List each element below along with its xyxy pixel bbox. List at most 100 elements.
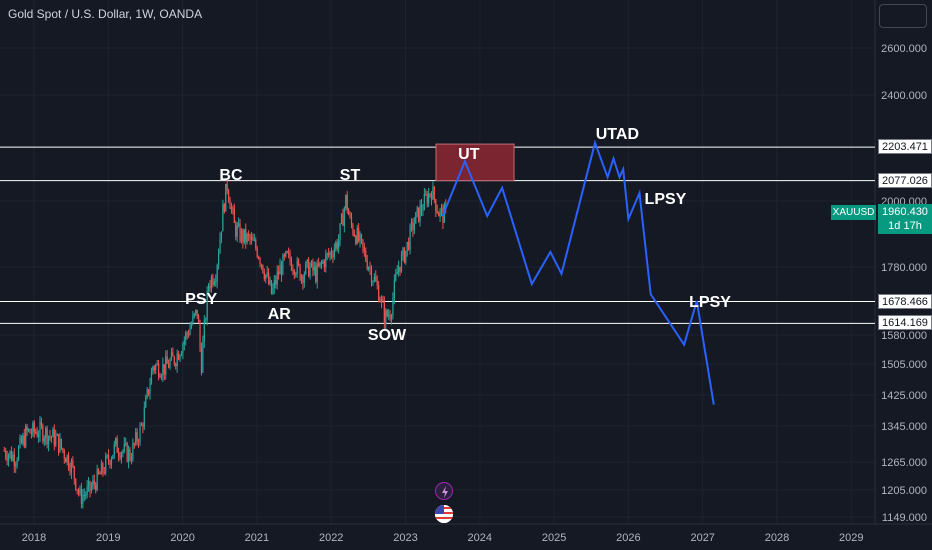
candle-body (82, 495, 84, 504)
candle-body (23, 435, 25, 447)
candle-body (156, 363, 158, 366)
chart-title: Gold Spot / U.S. Dollar, 1W, OANDA (8, 7, 203, 21)
us-flag-icon[interactable] (435, 505, 453, 523)
candle-body (265, 274, 267, 279)
candle-body (435, 199, 437, 212)
candle-body (75, 478, 77, 490)
x-tick-label: 2024 (468, 532, 492, 544)
candle-body (376, 281, 378, 286)
candle-body (129, 449, 131, 460)
lightning-icon[interactable] (435, 482, 453, 500)
candle-body (345, 195, 347, 209)
candle-body (125, 443, 127, 445)
candle-body (342, 214, 344, 226)
candle-body (419, 204, 421, 222)
candle-body (230, 207, 233, 209)
candle-body (348, 209, 350, 215)
candle-body (313, 266, 315, 271)
candle-body (380, 298, 383, 302)
candle-body (239, 223, 241, 242)
candle-body (258, 256, 260, 259)
candle-body (106, 455, 108, 457)
projection-path (441, 139, 715, 405)
candle-body (338, 240, 340, 249)
x-tick-label: 2018 (22, 532, 46, 544)
candle-body (236, 225, 238, 237)
candle-body (308, 259, 310, 277)
candle-body (389, 314, 391, 319)
y-tick-label: 1265.000 (881, 457, 927, 469)
candle-body (119, 455, 121, 459)
candle-body (157, 363, 160, 378)
bar-countdown: 1d 17h (888, 219, 922, 232)
candle-body (27, 429, 30, 431)
candle-body (50, 436, 53, 438)
candle-body (235, 222, 237, 237)
candle-body (208, 285, 210, 291)
candle-body (340, 214, 343, 224)
candle-body (282, 254, 284, 275)
x-tick-label: 2027 (690, 532, 714, 544)
candle-body (107, 455, 110, 461)
candle-body (117, 452, 120, 456)
candle-body (269, 280, 271, 285)
candle-body (166, 356, 168, 364)
candle-body (79, 488, 81, 493)
wyckoff-label: LPSY (644, 191, 687, 208)
candle-body (298, 260, 300, 265)
candle-body (256, 248, 258, 257)
x-tick-label: 2028 (765, 532, 789, 544)
price-axis-settings-button[interactable] (879, 4, 927, 28)
candle-body (127, 449, 130, 462)
candle-body (142, 424, 144, 427)
candle-body (130, 459, 133, 461)
candle-body (205, 319, 207, 321)
candle-body (89, 481, 91, 491)
candle-body (126, 443, 128, 462)
candle-body (226, 183, 228, 191)
candle-body (20, 437, 23, 444)
candle-body (393, 280, 395, 299)
candle-body (280, 264, 283, 275)
price-line-label: 2077.026 (878, 172, 932, 188)
candle-body (175, 364, 177, 367)
candle-body (39, 421, 41, 436)
candle-body (169, 359, 171, 368)
candle-body (139, 425, 141, 443)
candle-body (22, 435, 24, 444)
candle-body (249, 235, 251, 240)
candle-body (115, 438, 117, 444)
candle-body (180, 353, 183, 356)
candle-body (69, 467, 71, 473)
candle-body (170, 352, 173, 360)
wyckoff-label: LPSY (689, 294, 731, 312)
candle-body (25, 426, 27, 447)
candle-body (362, 239, 364, 248)
y-tick-label: 1425.000 (881, 390, 927, 402)
candle-body (110, 459, 113, 466)
candle-body (329, 252, 331, 256)
candle-body (365, 250, 367, 261)
candle-body (213, 282, 215, 285)
candle-body (266, 272, 268, 275)
candle-body (260, 264, 263, 266)
candle-body (193, 313, 195, 316)
y-tick-label: 1205.000 (881, 485, 927, 497)
candle-body (299, 264, 301, 280)
candle-body (278, 271, 280, 275)
candle-body (195, 309, 197, 314)
candle-body (315, 266, 317, 282)
candle-body (300, 275, 303, 280)
candle-body (163, 364, 165, 375)
candle-body (6, 456, 8, 462)
candle-body (66, 455, 68, 463)
candle-body (102, 463, 104, 473)
candle-body (328, 253, 330, 256)
candle-body (330, 252, 333, 256)
candle-body (70, 460, 73, 473)
candle-body (97, 469, 100, 474)
candle-body (95, 484, 97, 491)
